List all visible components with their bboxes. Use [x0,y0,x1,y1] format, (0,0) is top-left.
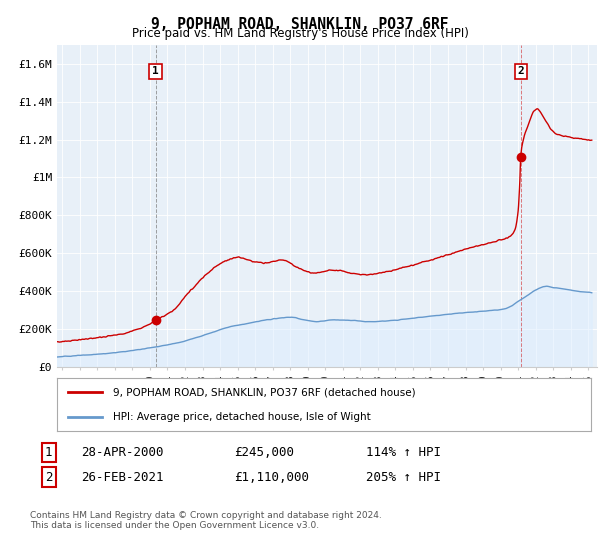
Text: 2: 2 [517,66,524,76]
Text: £245,000: £245,000 [234,446,294,459]
Text: Contains HM Land Registry data © Crown copyright and database right 2024.
This d: Contains HM Land Registry data © Crown c… [30,511,382,530]
Text: 2: 2 [45,470,53,484]
Text: 28-APR-2000: 28-APR-2000 [81,446,163,459]
Text: Price paid vs. HM Land Registry's House Price Index (HPI): Price paid vs. HM Land Registry's House … [131,27,469,40]
Text: 205% ↑ HPI: 205% ↑ HPI [366,470,441,484]
Text: 1: 1 [45,446,53,459]
Text: HPI: Average price, detached house, Isle of Wight: HPI: Average price, detached house, Isle… [113,412,371,422]
Text: 9, POPHAM ROAD, SHANKLIN, PO37 6RF (detached house): 9, POPHAM ROAD, SHANKLIN, PO37 6RF (deta… [113,388,416,398]
Text: 26-FEB-2021: 26-FEB-2021 [81,470,163,484]
Text: 1: 1 [152,66,159,76]
Text: 114% ↑ HPI: 114% ↑ HPI [366,446,441,459]
Text: 9, POPHAM ROAD, SHANKLIN, PO37 6RF: 9, POPHAM ROAD, SHANKLIN, PO37 6RF [151,17,449,32]
Text: £1,110,000: £1,110,000 [234,470,309,484]
